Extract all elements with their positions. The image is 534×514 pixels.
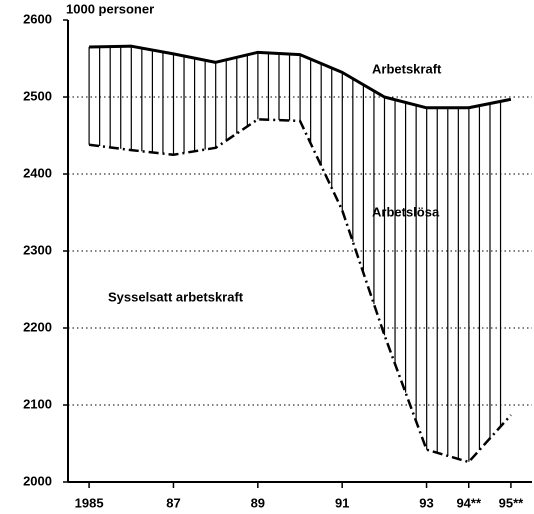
x-tick-label: 93: [419, 495, 433, 510]
x-tick-label: 89: [251, 495, 265, 510]
series-label: Sysselsatt arbetskraft: [108, 289, 244, 304]
y-tick-label: 2000: [23, 473, 52, 488]
y-axis-label: 1000 personer: [66, 1, 154, 16]
y-tick-label: 2100: [23, 396, 52, 411]
y-tick-label: 2400: [23, 165, 52, 180]
x-tick-label: 1985: [75, 495, 104, 510]
y-tick-label: 2200: [23, 319, 52, 334]
y-tick-label: 2500: [23, 88, 52, 103]
y-tick-label: 2300: [23, 242, 52, 257]
series-line: [88, 118, 512, 464]
series-label: Arbetskraft: [372, 61, 442, 76]
x-tick-label: 95**: [499, 495, 525, 510]
x-tick-label: 91: [335, 495, 349, 510]
x-tick-label: 87: [166, 495, 180, 510]
series-line: [89, 44, 512, 110]
y-tick-label: 2600: [23, 11, 52, 26]
x-tick-label: 94**: [456, 495, 482, 510]
